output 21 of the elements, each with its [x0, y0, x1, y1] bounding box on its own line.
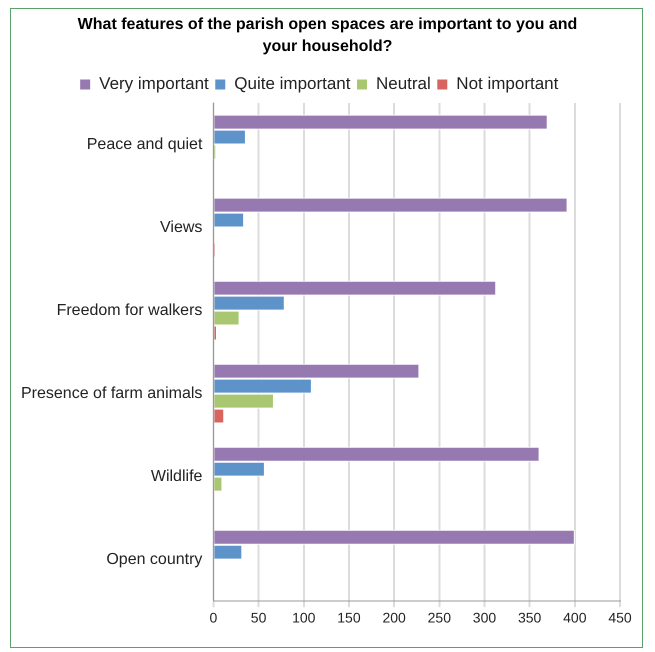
x-tick-label: 50 [250, 609, 267, 626]
y-tick-label: Wildlife [150, 468, 203, 486]
x-tick-label: 350 [518, 609, 542, 626]
x-tick-label: 150 [337, 609, 361, 626]
x-tick-label: 450 [608, 609, 632, 626]
y-tick-label: Open country [106, 551, 202, 568]
x-tick-label: 400 [563, 609, 587, 626]
x-tick-label: 200 [382, 609, 406, 626]
y-tick-label: Presence of farm animals [21, 385, 202, 402]
legend-label: Neutral [376, 74, 431, 94]
chart-title: What features of the parish open spaces are important to you and your household? [76, 15, 578, 57]
legend-label: Very important [99, 74, 210, 94]
y-tick-label: Views [160, 218, 202, 236]
legend-label: Quite important [234, 74, 351, 94]
x-tick-label: 0 [210, 609, 218, 626]
legend-label: Not important [456, 74, 559, 94]
x-tick-label: 250 [428, 609, 452, 626]
x-tick-label: 100 [292, 609, 316, 626]
y-tick-label: Peace and quiet [86, 136, 203, 153]
y-tick-label: Freedom for walkers [56, 302, 202, 319]
x-tick-label: 300 [472, 609, 496, 626]
